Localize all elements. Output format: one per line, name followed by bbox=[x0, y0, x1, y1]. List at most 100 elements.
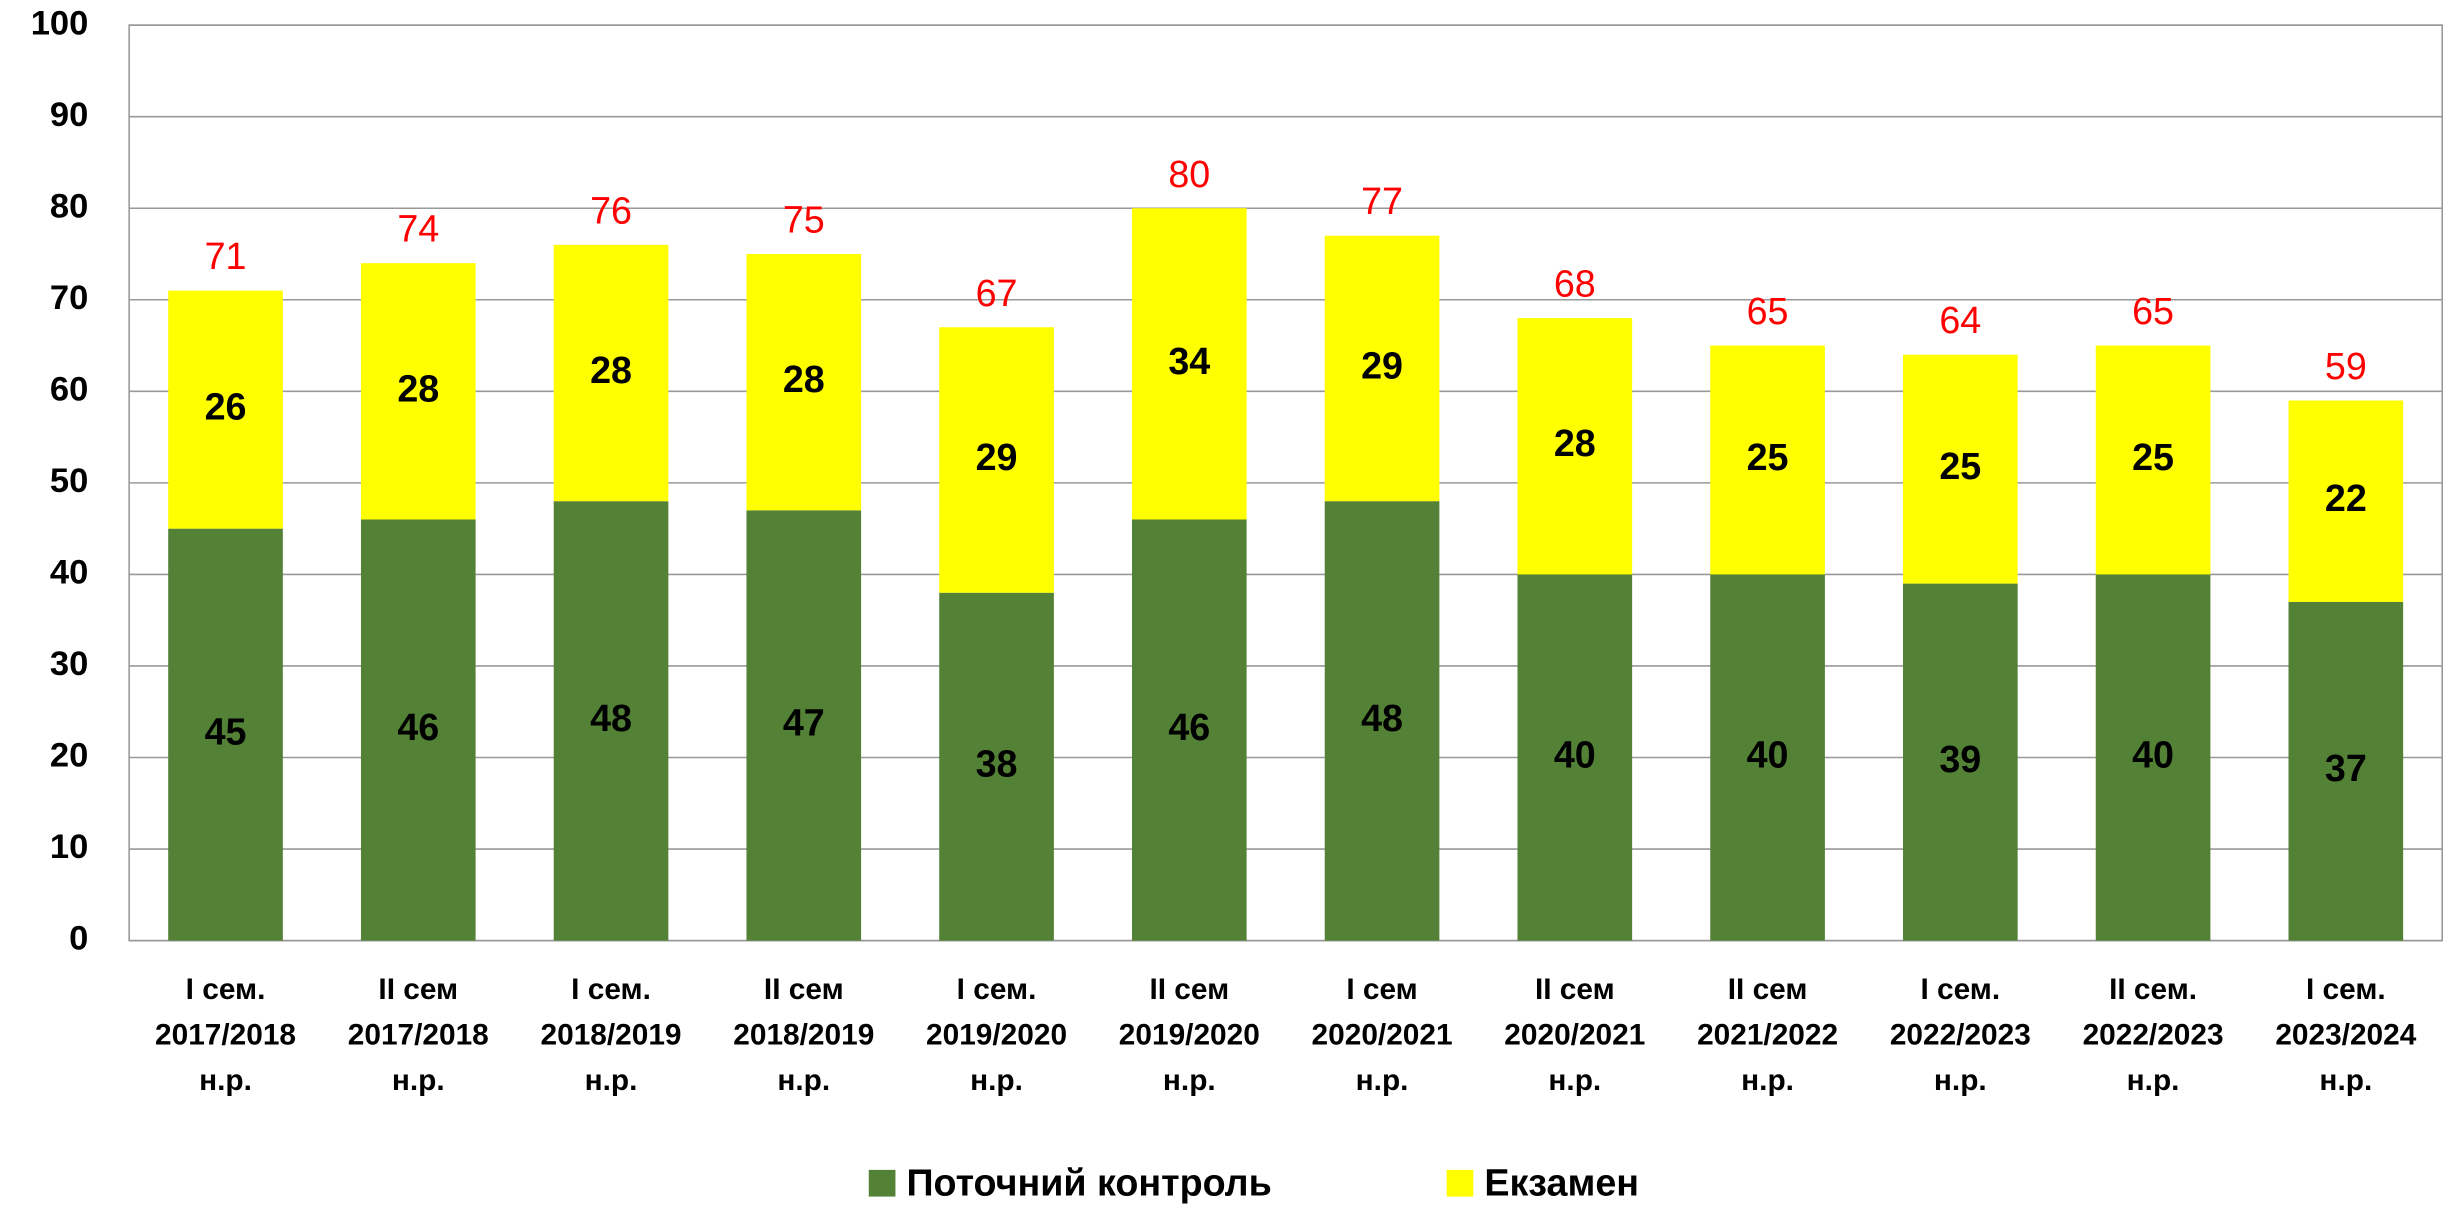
total-label: 75 bbox=[783, 199, 825, 241]
bar-segment bbox=[168, 528, 283, 941]
x-tick-line: ІІ сем. bbox=[2109, 973, 2197, 1006]
y-tick-label: 70 bbox=[50, 279, 88, 317]
y-tick-label: 10 bbox=[50, 828, 88, 866]
x-tick-line: н.р. bbox=[199, 1064, 252, 1097]
x-tick-line: 2018/2019 bbox=[733, 1018, 874, 1051]
y-tick-label: 0 bbox=[69, 920, 88, 958]
bar-segment bbox=[553, 244, 669, 502]
total-label: 76 bbox=[590, 189, 632, 231]
data-label: 28 bbox=[397, 367, 439, 409]
x-tick-line: 2023/2024 bbox=[2275, 1018, 2416, 1051]
data-label: 26 bbox=[205, 386, 247, 428]
y-tick-label: 60 bbox=[50, 370, 88, 408]
data-label: 38 bbox=[976, 743, 1018, 785]
bar-segment bbox=[1710, 345, 1825, 575]
legend-label: Екзамен bbox=[1484, 1162, 1639, 1204]
x-tick-label: І сем. 2022/2023 н.р. bbox=[1890, 973, 2031, 1097]
x-tick-line: 2019/2020 bbox=[926, 1018, 1067, 1051]
legend-swatch bbox=[1446, 1169, 1474, 1197]
x-tick-line: І сем. bbox=[957, 973, 1037, 1006]
data-label: 37 bbox=[2325, 747, 2367, 789]
x-tick-line: І сем. bbox=[1920, 973, 2000, 1006]
x-tick-line: І сем. bbox=[186, 973, 266, 1006]
x-tick-label: ІІ сем 2018/2019 н.р. bbox=[733, 973, 874, 1097]
x-tick-line: І сем. bbox=[2306, 973, 2386, 1006]
x-tick-label: І сем 2020/2021 н.р. bbox=[1312, 973, 1453, 1097]
total-label: 59 bbox=[2325, 345, 2367, 387]
x-tick-line: 2018/2019 bbox=[541, 1018, 682, 1051]
data-label: 34 bbox=[1168, 340, 1210, 382]
x-tick-line: н.р. bbox=[1741, 1064, 1794, 1097]
bar-segment bbox=[746, 510, 862, 941]
data-label: 28 bbox=[783, 358, 825, 400]
x-tick-line: 2020/2021 bbox=[1504, 1018, 1645, 1051]
data-label: 40 bbox=[1747, 733, 1789, 775]
x-tick-line: І сем. bbox=[571, 973, 651, 1006]
x-tick-line: ІІ сем bbox=[1728, 973, 1808, 1006]
bar-segment bbox=[1131, 519, 1247, 941]
data-label: 40 bbox=[2132, 733, 2174, 775]
bar-segment bbox=[1517, 574, 1633, 941]
total-label: 64 bbox=[1939, 299, 1981, 341]
x-tick-line: н.р. bbox=[970, 1064, 1023, 1097]
x-tick-line: н.р. bbox=[777, 1064, 830, 1097]
bar-segment bbox=[939, 327, 1054, 593]
x-tick-line: ІІ сем bbox=[378, 973, 458, 1006]
data-label: 29 bbox=[976, 436, 1018, 478]
y-tick-label: 30 bbox=[50, 645, 88, 683]
x-tick-line: н.р. bbox=[2319, 1064, 2372, 1097]
y-tick-label: 80 bbox=[50, 187, 88, 225]
x-tick-line: н.р. bbox=[1548, 1064, 1601, 1097]
x-tick-line: 2017/2018 bbox=[348, 1018, 489, 1051]
data-label: 40 bbox=[1554, 733, 1596, 775]
x-tick-line: 2017/2018 bbox=[155, 1018, 296, 1051]
x-tick-label: І сем. 2023/2024 н.р. bbox=[2275, 973, 2416, 1097]
data-label: 28 bbox=[590, 349, 632, 391]
x-tick-line: ІІ сем bbox=[1149, 973, 1229, 1006]
bar-segment bbox=[2288, 601, 2404, 941]
data-label: 25 bbox=[2132, 436, 2174, 478]
bar-segment bbox=[360, 263, 476, 520]
total-label: 80 bbox=[1168, 153, 1210, 195]
bar-segment bbox=[360, 519, 476, 941]
bar-segment bbox=[746, 253, 862, 511]
bar-segment bbox=[1324, 235, 1440, 502]
x-tick-line: н.р. bbox=[1356, 1064, 1409, 1097]
data-label: 29 bbox=[1361, 344, 1403, 386]
total-label: 65 bbox=[2132, 290, 2174, 332]
total-label: 71 bbox=[205, 235, 247, 277]
data-label: 48 bbox=[1361, 697, 1403, 739]
data-label: 25 bbox=[1747, 436, 1789, 478]
x-tick-label: ІІ сем 2021/2022 н.р. bbox=[1697, 973, 1838, 1097]
x-tick-label: І сем. 2017/2018 н.р. bbox=[155, 973, 296, 1097]
bar-segment bbox=[1903, 583, 2018, 941]
bar-segment bbox=[1710, 574, 1825, 941]
x-tick-label: І сем. 2018/2019 н.р. bbox=[541, 973, 682, 1097]
data-label: 39 bbox=[1939, 738, 1981, 780]
y-tick-label: 90 bbox=[50, 96, 88, 134]
data-label: 48 bbox=[590, 697, 632, 739]
bar-segment bbox=[2095, 345, 2211, 575]
data-label: 22 bbox=[2325, 477, 2367, 519]
bar-segment bbox=[2288, 400, 2404, 602]
x-tick-line: 2022/2023 bbox=[2083, 1018, 2224, 1051]
data-label: 25 bbox=[1939, 445, 1981, 487]
x-tick-line: н.р. bbox=[1934, 1064, 1987, 1097]
x-tick-line: н.р. bbox=[585, 1064, 638, 1097]
y-tick-label: 40 bbox=[50, 554, 88, 592]
y-tick-label: 50 bbox=[50, 462, 88, 500]
total-label: 65 bbox=[1747, 290, 1789, 332]
x-tick-line: 2022/2023 bbox=[1890, 1018, 2031, 1051]
x-tick-label: ІІ сем 2019/2020 н.р. bbox=[1119, 973, 1260, 1097]
bar-segment bbox=[1131, 208, 1247, 520]
bar-segment bbox=[1324, 501, 1440, 941]
data-label: 46 bbox=[1168, 706, 1210, 748]
bar-segment bbox=[2095, 574, 2211, 941]
x-tick-line: 2020/2021 bbox=[1312, 1018, 1453, 1051]
x-tick-line: н.р. bbox=[1163, 1064, 1216, 1097]
total-label: 68 bbox=[1554, 263, 1596, 305]
y-tick-label: 100 bbox=[31, 4, 89, 42]
data-label: 45 bbox=[205, 711, 247, 753]
x-tick-label: ІІ сем. 2022/2023 н.р. bbox=[2083, 973, 2224, 1097]
data-label: 46 bbox=[397, 706, 439, 748]
